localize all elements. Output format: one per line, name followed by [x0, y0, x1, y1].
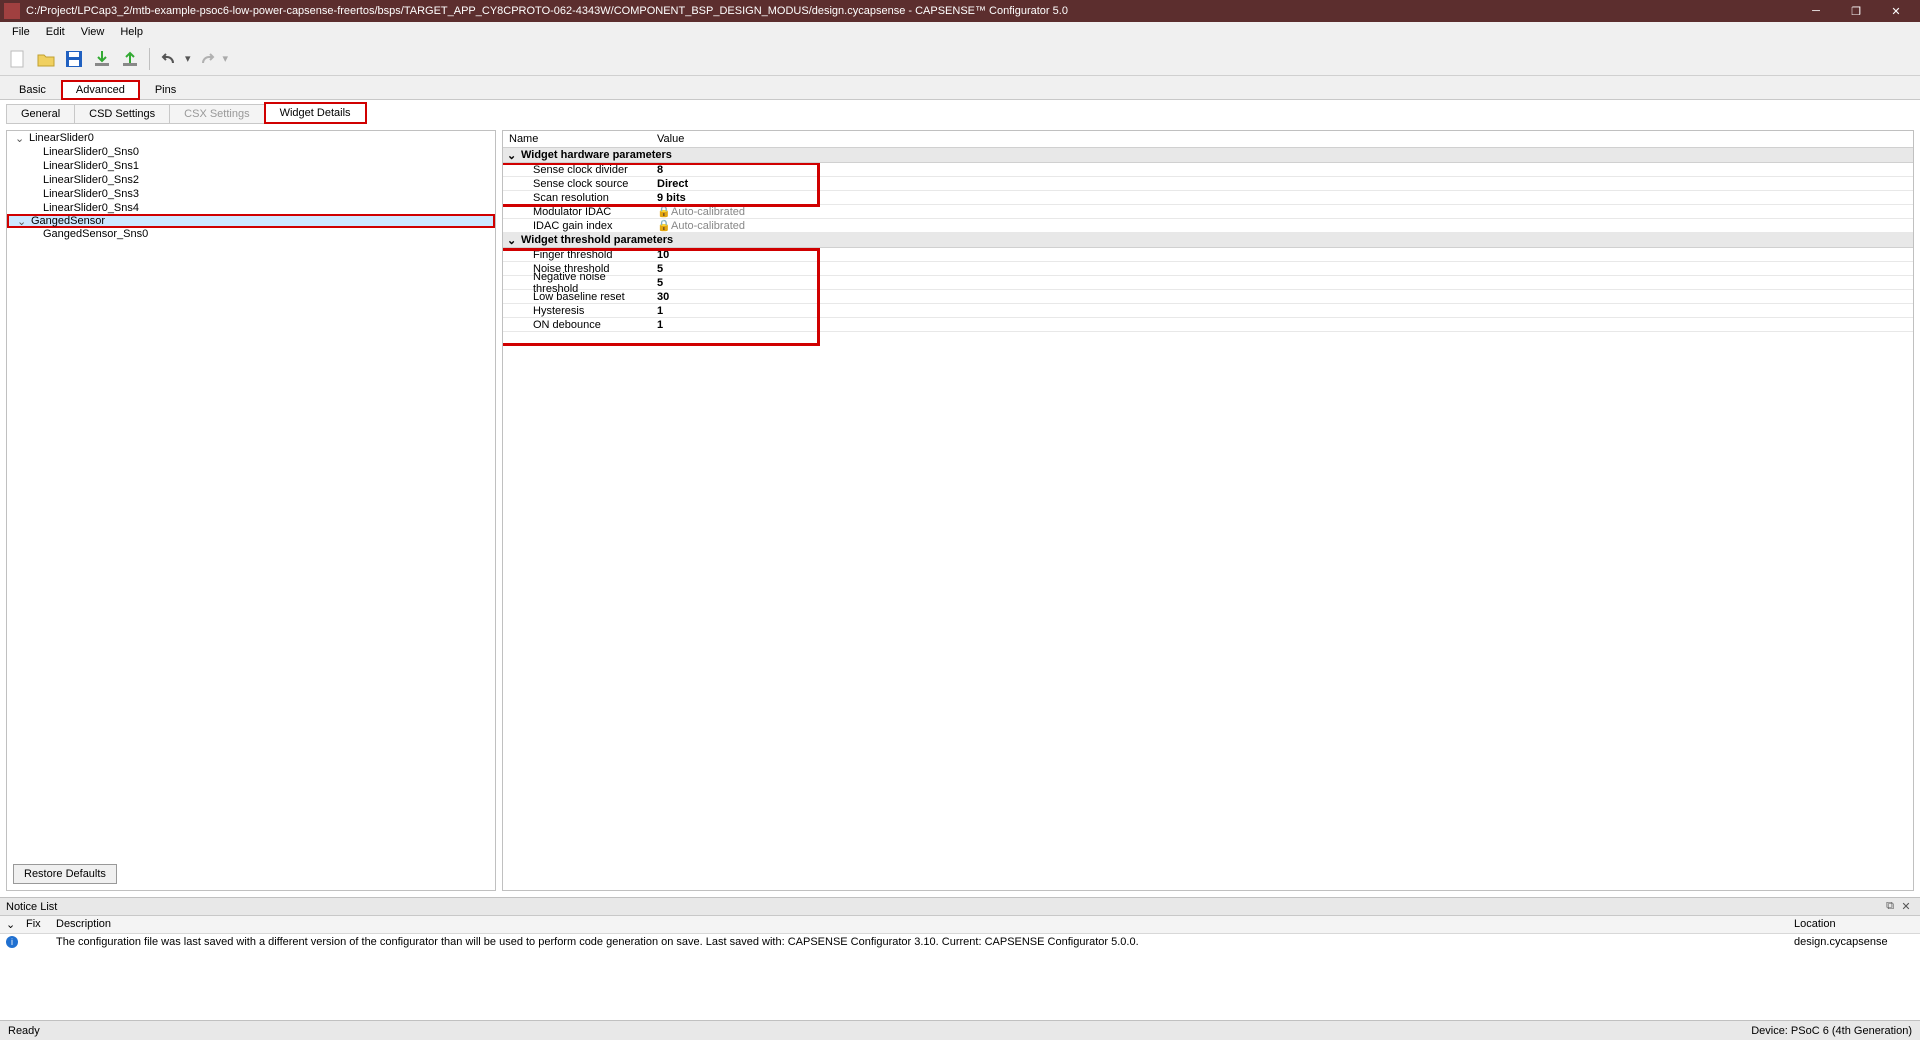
header-value: Value	[651, 131, 1913, 147]
chevron-down-icon[interactable]: ⌄	[6, 918, 26, 931]
prop-row[interactable]: Hysteresis1	[503, 304, 1913, 318]
tree-node-linearslider[interactable]: ⌄LinearSlider0	[7, 131, 495, 145]
undo-dropdown-icon[interactable]: ▾	[185, 52, 191, 65]
notice-message: The configuration file was last saved wi…	[56, 936, 1794, 948]
group-threshold[interactable]: ⌄Widget threshold parameters	[503, 233, 1913, 248]
tree-node-gangedsensor[interactable]: ⌄GangedSensor	[7, 214, 495, 228]
menu-view[interactable]: View	[73, 24, 113, 40]
prop-row[interactable]: Negative noise threshold5	[503, 276, 1913, 290]
chevron-down-icon: ⌄	[507, 234, 516, 247]
tree-leaf[interactable]: LinearSlider0_Sns0	[7, 145, 495, 159]
property-header: Name Value	[503, 131, 1913, 148]
header-name: Name	[503, 131, 651, 147]
notice-title: Notice List	[6, 901, 1882, 913]
window-title: C:/Project/LPCap3_2/mtb-example-psoc6-lo…	[26, 5, 1796, 17]
subtab-widget-details[interactable]: Widget Details	[264, 102, 367, 124]
prop-row[interactable]: Noise threshold5	[503, 262, 1913, 276]
property-body: ⌄Widget hardware parameters Sense clock …	[503, 148, 1913, 890]
toolbar-separator	[149, 48, 150, 70]
redo-button[interactable]	[195, 47, 219, 71]
tree-leaf[interactable]: LinearSlider0_Sns1	[7, 159, 495, 173]
notice-columns: ⌄ Fix Description Location	[0, 916, 1920, 934]
prop-row[interactable]: ON debounce1	[503, 318, 1913, 332]
prop-row[interactable]: IDAC gain index🔒Auto-calibrated	[503, 219, 1913, 233]
menu-edit[interactable]: Edit	[38, 24, 73, 40]
notice-empty-area	[0, 950, 1920, 1020]
close-button[interactable]: ✕	[1876, 0, 1916, 22]
lock-icon: 🔒	[657, 219, 667, 232]
col-fix: Fix	[26, 918, 56, 931]
info-icon: i	[6, 936, 18, 948]
widget-tree[interactable]: ⌄LinearSlider0 LinearSlider0_Sns0 Linear…	[7, 131, 495, 858]
redo-dropdown-icon[interactable]: ▾	[223, 52, 229, 65]
chevron-down-icon: ⌄	[507, 149, 516, 162]
widget-tree-panel: ⌄LinearSlider0 LinearSlider0_Sns0 Linear…	[6, 130, 496, 891]
undo-button[interactable]	[157, 47, 181, 71]
sub-tabs: General CSD Settings CSX Settings Widget…	[0, 100, 1920, 124]
export-button[interactable]	[118, 47, 142, 71]
toolbar: ▾ ▾	[0, 42, 1920, 76]
subtab-csd[interactable]: CSD Settings	[74, 104, 170, 124]
tree-leaf[interactable]: LinearSlider0_Sns4	[7, 201, 495, 215]
chevron-down-icon[interactable]: ⌄	[17, 215, 29, 228]
lock-icon: 🔒	[657, 205, 667, 218]
prop-row[interactable]: Scan resolution9 bits	[503, 191, 1913, 205]
main-tabs: Basic Advanced Pins	[0, 76, 1920, 100]
chevron-down-icon[interactable]: ⌄	[15, 132, 27, 145]
minimize-button[interactable]: ─	[1796, 0, 1836, 22]
prop-row[interactable]: Sense clock divider8	[503, 163, 1913, 177]
subtab-csx: CSX Settings	[169, 104, 264, 124]
subtab-general[interactable]: General	[6, 104, 75, 124]
app-icon	[4, 3, 20, 19]
popout-icon[interactable]: ⧉	[1882, 900, 1898, 913]
notice-row[interactable]: i The configuration file was last saved …	[0, 934, 1920, 950]
property-panel: Name Value ⌄Widget hardware parameters S…	[502, 130, 1914, 891]
menu-help[interactable]: Help	[112, 24, 151, 40]
prop-row[interactable]: Modulator IDAC🔒Auto-calibrated	[503, 205, 1913, 219]
col-description: Description	[56, 918, 1794, 931]
prop-row[interactable]: Finger threshold10	[503, 248, 1913, 262]
status-device: Device: PSoC 6 (4th Generation)	[1751, 1025, 1912, 1037]
close-icon[interactable]: ✕	[1898, 900, 1914, 913]
tab-basic[interactable]: Basic	[4, 80, 61, 100]
menubar: File Edit View Help	[0, 22, 1920, 42]
prop-row[interactable]: Low baseline reset30	[503, 290, 1913, 304]
new-button[interactable]	[6, 47, 30, 71]
tab-pins[interactable]: Pins	[140, 80, 191, 100]
titlebar: C:/Project/LPCap3_2/mtb-example-psoc6-lo…	[0, 0, 1920, 22]
workarea: ⌄LinearSlider0 LinearSlider0_Sns0 Linear…	[0, 124, 1920, 897]
tree-leaf[interactable]: LinearSlider0_Sns2	[7, 173, 495, 187]
import-button[interactable]	[90, 47, 114, 71]
tab-advanced[interactable]: Advanced	[61, 80, 140, 100]
restore-defaults-button[interactable]: Restore Defaults	[13, 864, 117, 884]
tree-leaf[interactable]: GangedSensor_Sns0	[7, 227, 495, 241]
prop-row[interactable]: Sense clock sourceDirect	[503, 177, 1913, 191]
statusbar: Ready Device: PSoC 6 (4th Generation)	[0, 1020, 1920, 1040]
open-button[interactable]	[34, 47, 58, 71]
status-ready: Ready	[8, 1025, 1751, 1037]
tree-leaf[interactable]: LinearSlider0_Sns3	[7, 187, 495, 201]
notice-location: design.cycapsense	[1794, 936, 1914, 948]
menu-file[interactable]: File	[4, 24, 38, 40]
col-location: Location	[1794, 918, 1914, 931]
save-button[interactable]	[62, 47, 86, 71]
maximize-button[interactable]: ❐	[1836, 0, 1876, 22]
notice-list-panel: Notice List ⧉ ✕ ⌄ Fix Description Locati…	[0, 897, 1920, 1020]
group-hardware[interactable]: ⌄Widget hardware parameters	[503, 148, 1913, 163]
